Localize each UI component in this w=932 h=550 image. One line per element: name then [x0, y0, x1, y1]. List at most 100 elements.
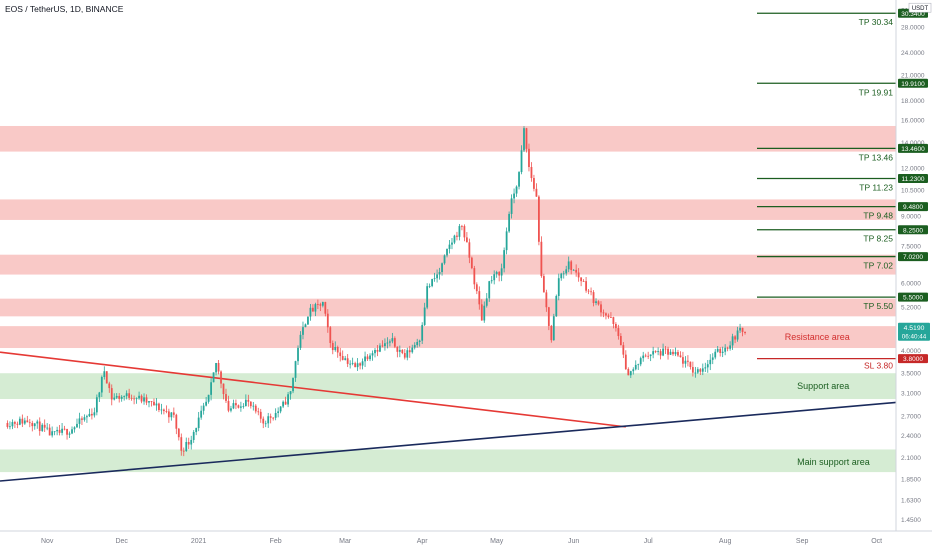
current-price-value: 4.5190 [904, 325, 925, 332]
candle-body [18, 418, 21, 425]
candle-body [222, 383, 225, 395]
x-tick-label: Oct [871, 538, 882, 545]
candle-body [461, 226, 463, 227]
candle-body [684, 360, 687, 364]
candle-body [200, 410, 203, 418]
candle-body [334, 347, 337, 351]
candle-body [644, 355, 647, 357]
y-tick-label: 2.1000 [901, 455, 921, 462]
candle-body [416, 341, 419, 346]
candle-body [436, 274, 438, 279]
candle-body [406, 350, 409, 358]
candle-body [510, 198, 513, 214]
candle-body [374, 349, 376, 354]
candle-body [485, 298, 488, 306]
candle-body [490, 280, 493, 282]
candle-body [560, 273, 563, 279]
candle-body [393, 338, 396, 347]
candle-body [299, 334, 302, 348]
candle-body [413, 345, 416, 348]
candle-body [694, 372, 697, 374]
candle-body [81, 418, 83, 420]
candle-body [130, 397, 133, 399]
candle-body [86, 416, 88, 418]
candle-body [386, 342, 389, 344]
candle-body [565, 269, 568, 274]
candle-body [33, 423, 36, 427]
candle-body [272, 417, 275, 419]
candle-body [61, 428, 63, 433]
candle-body [431, 279, 434, 287]
y-tick-label: 24.0000 [901, 50, 925, 57]
candle-body [6, 422, 9, 427]
candle-body [508, 213, 511, 232]
candle-body [163, 409, 165, 412]
candle-body [401, 349, 404, 354]
candle-body [210, 382, 212, 395]
candle-body [396, 346, 399, 352]
candle-body [257, 411, 260, 413]
candle-body [642, 355, 645, 359]
candle-body [480, 304, 483, 321]
candle-body [205, 401, 208, 406]
candle-body [421, 324, 424, 341]
candle-body [53, 431, 56, 433]
candle-body [284, 401, 287, 405]
candle-body [403, 353, 406, 358]
candle-body [185, 442, 188, 451]
target-price-tag [898, 143, 928, 153]
candle-body [423, 307, 426, 325]
candle-body [88, 413, 91, 417]
candle-body [195, 428, 198, 433]
candle-body [513, 193, 515, 199]
candle-body [488, 281, 491, 299]
target-label: TP 8.25 [863, 234, 893, 244]
target-label: TP 9.48 [863, 211, 893, 221]
candle-body [391, 338, 394, 342]
candle-body [674, 352, 677, 355]
candle-body [533, 178, 535, 189]
candle-body [520, 150, 523, 173]
y-tick-label: 1.6300 [901, 497, 921, 504]
trendline-ascending[interactable] [0, 401, 897, 482]
candle-body [143, 397, 145, 402]
support-zone [0, 373, 896, 400]
candle-body [215, 362, 217, 373]
candle-body [158, 403, 160, 410]
candle-body [165, 411, 168, 412]
candle-body [381, 345, 384, 347]
trendline-descending[interactable] [0, 351, 626, 428]
candle-body [304, 324, 307, 328]
candle-body [547, 307, 550, 326]
candle-body [282, 401, 285, 407]
candle-body [51, 431, 54, 436]
candle-body [197, 417, 200, 429]
candle-body [647, 355, 650, 357]
price-axis-panel[interactable] [896, 0, 932, 550]
candle-body [687, 360, 689, 362]
candle-body [239, 406, 242, 408]
candle-body [11, 422, 14, 427]
target-price-tag-text: 19.9100 [901, 81, 925, 88]
candle-body [279, 406, 282, 412]
x-tick-label: Mar [339, 538, 352, 545]
candle-body [662, 348, 664, 356]
candle-body [672, 351, 674, 355]
candle-body [719, 348, 722, 353]
candle-body [493, 274, 496, 281]
candle-body [448, 244, 451, 249]
candle-body [307, 316, 309, 325]
candle-body [475, 284, 478, 292]
candle-body [503, 250, 506, 269]
candle-body [324, 302, 327, 314]
candle-body [582, 281, 585, 282]
candle-body [585, 281, 587, 291]
candle-body [227, 400, 230, 411]
candle-body [369, 355, 371, 360]
candle-body [572, 269, 575, 271]
candle-body [259, 411, 262, 419]
candle-body [451, 242, 453, 245]
candle-body [634, 364, 637, 370]
candle-body [523, 128, 525, 151]
